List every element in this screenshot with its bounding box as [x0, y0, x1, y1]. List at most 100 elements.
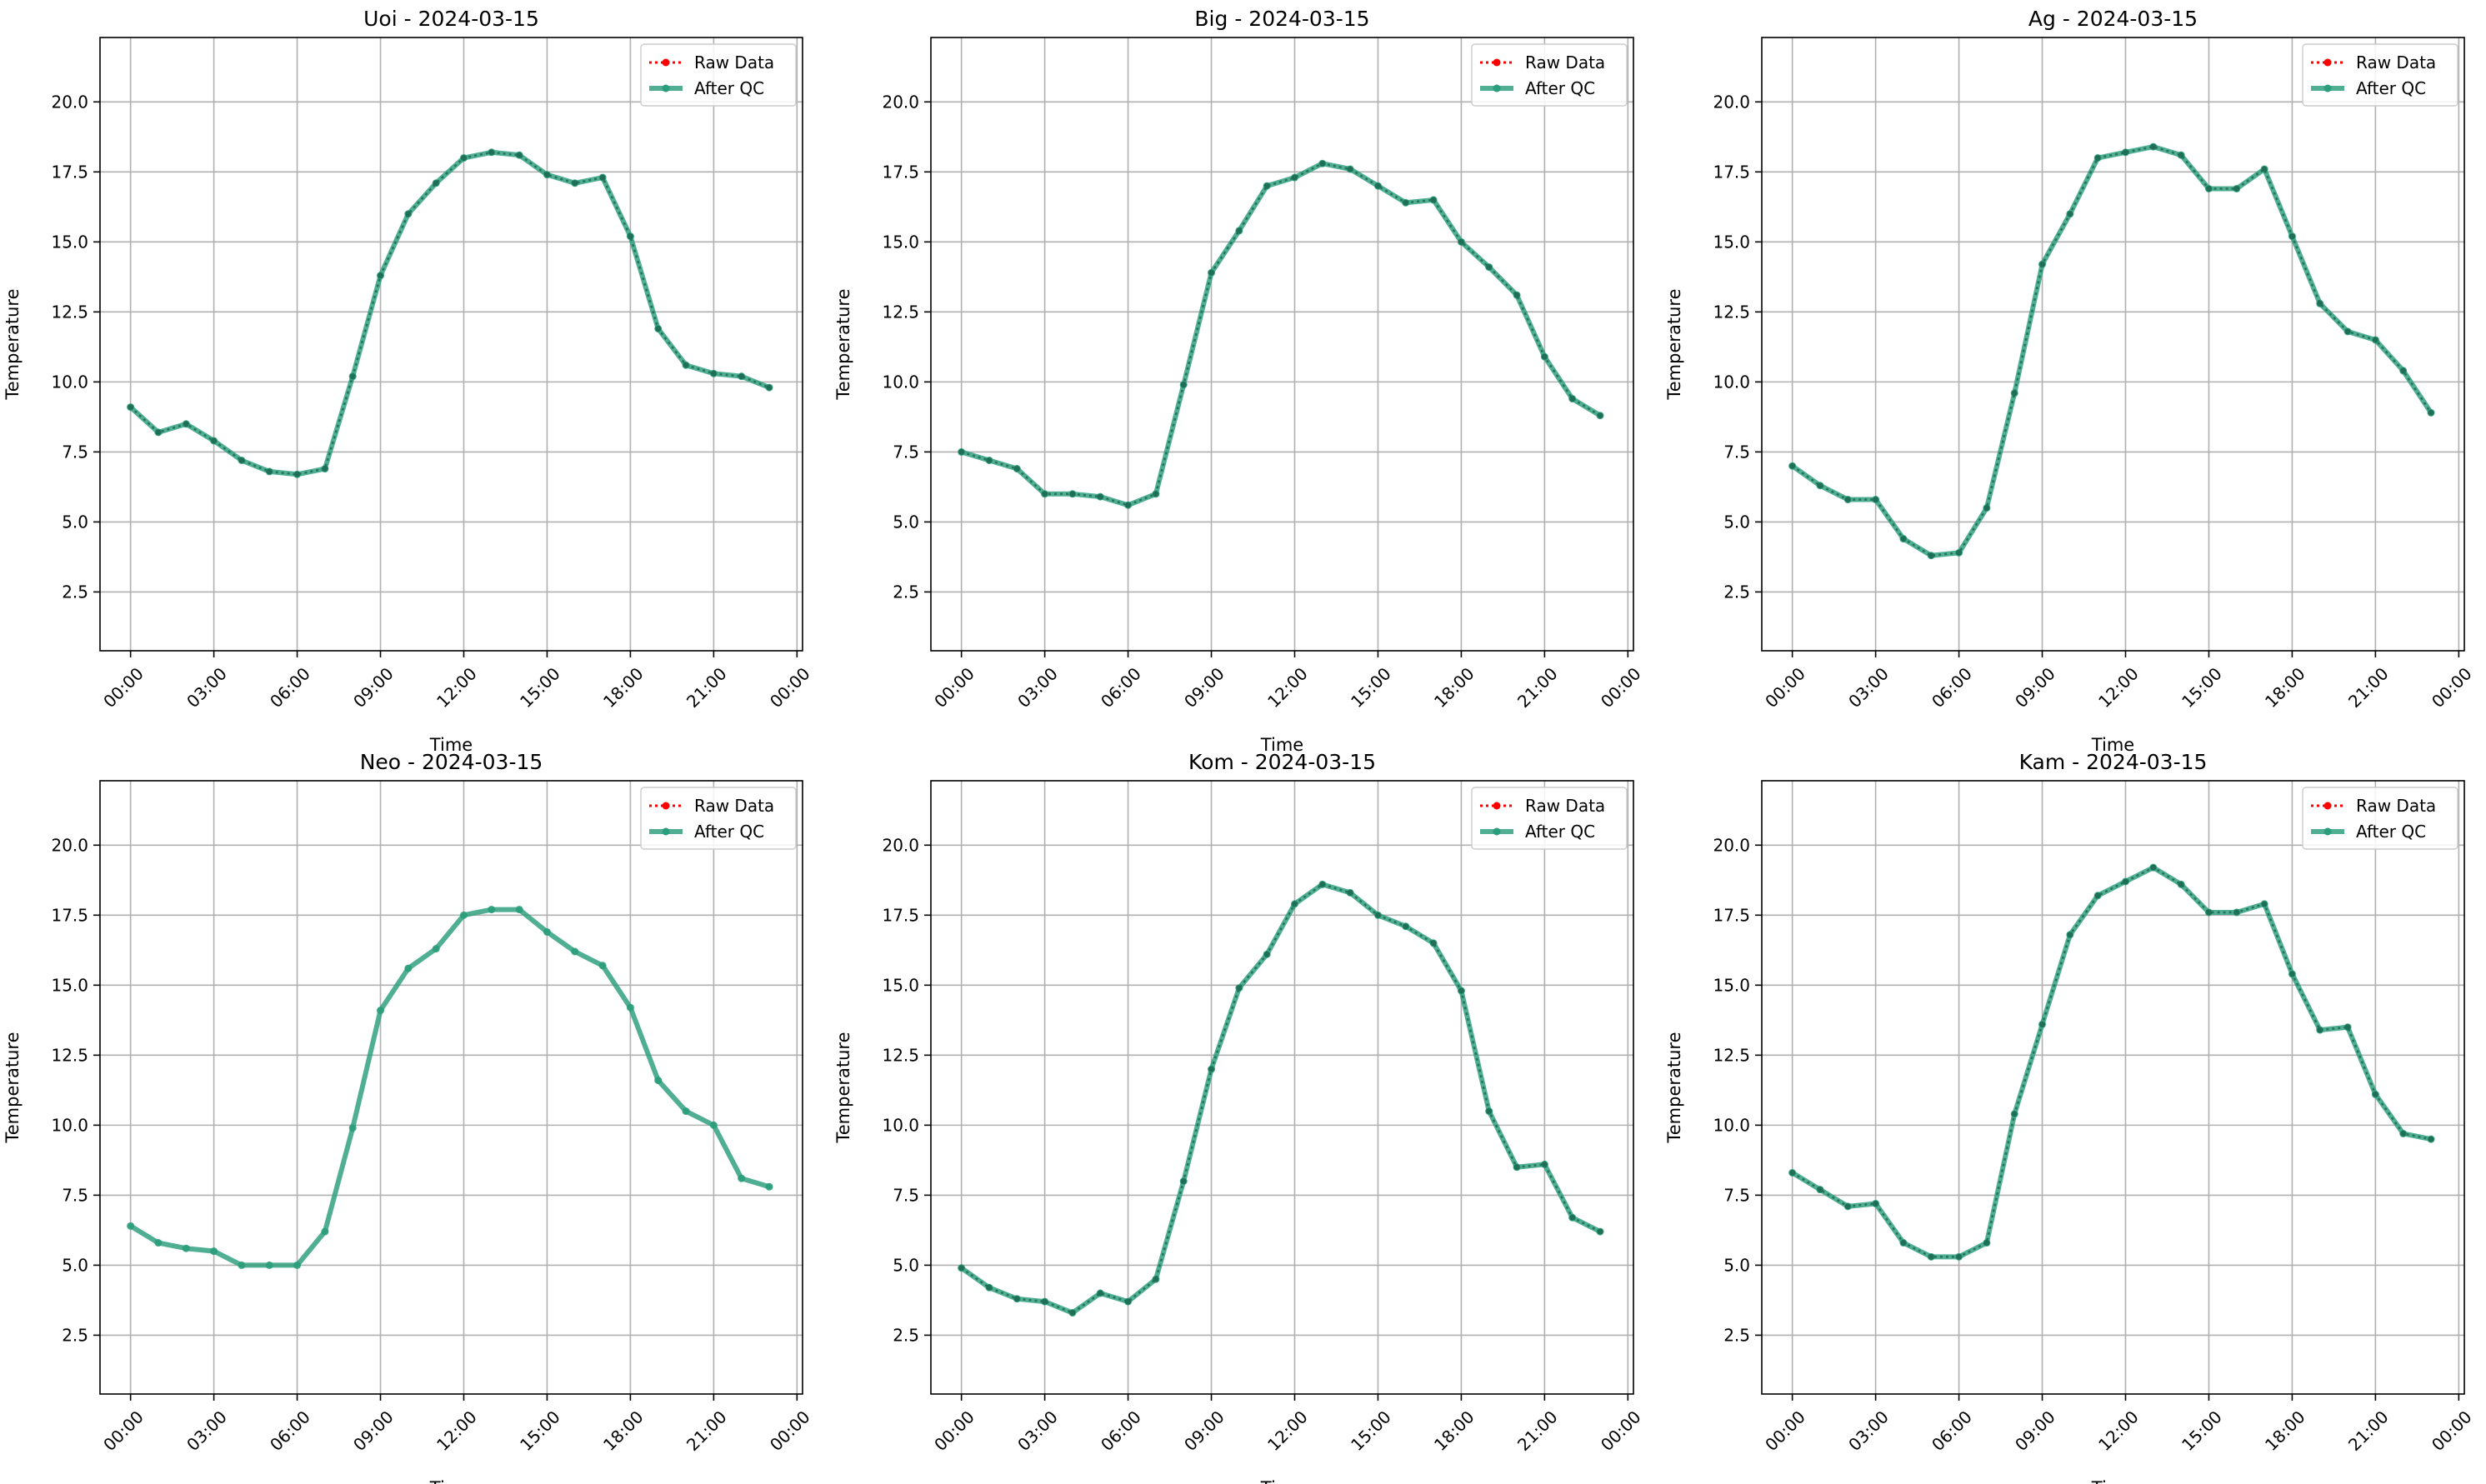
x-tick-label: 00:00: [766, 1407, 814, 1455]
x-tick-label: 06:00: [1928, 1407, 1976, 1455]
series-raw-data-point: [1597, 412, 1603, 419]
x-tick-label: 09:00: [349, 663, 398, 712]
series-raw-data-point: [516, 152, 523, 158]
x-tick-label: 00:00: [1761, 1407, 1809, 1455]
subplot-6: 00:00 03:00 06:00 09:00 12:00 15:00 18:00 21:00…: [1664, 750, 2476, 1484]
x-tick-label: 18:00: [2261, 663, 2309, 712]
series-raw-data-point: [1208, 269, 1215, 276]
series-raw-data-point: [655, 326, 662, 332]
x-tick-label: 15:00: [2178, 1407, 2226, 1455]
y-axis-label: Temperature: [833, 1032, 853, 1143]
legend-qc-marker: [662, 827, 670, 836]
y-tick-label: 12.5: [882, 302, 919, 322]
y-axis-label: Temperature: [1664, 288, 1684, 400]
y-tick-label: 5.0: [1723, 512, 1750, 532]
series-raw-data-point: [349, 373, 356, 380]
x-tick-label: 03:00: [1013, 663, 1062, 712]
subplot-5: 00:00 03:00 06:00 09:00 12:00 15:00 18:00 21:00…: [833, 750, 1645, 1484]
series-after-qc-point: [210, 1247, 218, 1256]
legend-qc-marker: [662, 84, 670, 92]
x-tick-label: 00:00: [1597, 663, 1645, 712]
series-after-qc-point: [765, 1182, 773, 1191]
y-tick-label: 10.0: [51, 1115, 88, 1135]
series-raw-data-point: [1236, 227, 1243, 234]
subplot-title: Big - 2024-03-15: [1194, 7, 1369, 31]
y-tick-label: 20.0: [1713, 835, 1750, 855]
series-raw-data-point: [322, 466, 328, 472]
series-raw-data-point: [1817, 482, 1823, 489]
series-raw-data-point: [2205, 909, 2212, 916]
y-tick-label: 7.5: [1723, 1185, 1750, 1205]
series-raw-data-point: [1956, 549, 1963, 556]
x-tick-label: 21:00: [2344, 1407, 2393, 1455]
y-axis-label: Temperature: [3, 1032, 23, 1143]
legend: Raw Data After QC: [2302, 787, 2458, 850]
y-tick-label: 12.5: [51, 302, 88, 322]
series-raw-data-point: [1928, 1253, 1934, 1260]
x-tick-label: 21:00: [1513, 663, 1562, 712]
series-raw-data-point: [2400, 367, 2407, 374]
x-tick-label: 03:00: [1844, 1407, 1893, 1455]
subplot-title: Ag - 2024-03-15: [2028, 7, 2198, 31]
y-tick-label: 12.5: [51, 1045, 88, 1065]
y-tick-label: 7.5: [62, 442, 88, 462]
legend-raw-marker: [1493, 802, 1501, 810]
axes-frame: [930, 37, 1634, 652]
x-tick-label: 00:00: [1597, 1407, 1645, 1455]
subplot-4: 00:00 03:00 06:00 09:00 12:00 15:00 18:00 21:00…: [3, 750, 814, 1484]
series-after-qc-point: [682, 1107, 690, 1116]
series-raw-data-point: [683, 362, 689, 368]
series-raw-data-point: [1789, 1170, 1796, 1177]
series-raw-data-point: [1153, 1276, 1159, 1282]
x-tick-label: 18:00: [599, 663, 648, 712]
series-raw-data-point: [433, 180, 439, 187]
x-tick-label: 06:00: [1097, 1407, 1145, 1455]
series-raw-data-point: [1817, 1187, 1823, 1193]
legend-qc-label: After QC: [1525, 78, 1595, 98]
series-raw-data-point: [1900, 1240, 1907, 1247]
y-tick-label: 15.0: [882, 975, 919, 995]
series-raw-data-point: [766, 384, 773, 391]
series-raw-data-point: [543, 172, 550, 178]
x-tick-label: 21:00: [1513, 1407, 1562, 1455]
x-tick-label: 03:00: [183, 1407, 231, 1455]
series-raw-data-point: [488, 149, 495, 156]
series-after-qc-point: [598, 962, 607, 970]
y-tick-label: 15.0: [51, 232, 88, 252]
series-raw-data-point: [2094, 892, 2101, 899]
x-tick-label: 06:00: [1097, 663, 1145, 712]
series-raw-data-point: [1928, 552, 1934, 559]
y-tick-label: 2.5: [1723, 582, 1750, 602]
legend-qc-marker: [1493, 84, 1501, 92]
series-raw-data-point: [1541, 1161, 1548, 1167]
legend-raw-label: Raw Data: [1525, 796, 1605, 816]
legend: Raw Data After QC: [2302, 43, 2458, 107]
series-raw-data-point: [1458, 238, 1464, 245]
series-raw-data-point: [2150, 143, 2157, 150]
series-raw-data-point: [1873, 497, 1879, 503]
x-axis-label: Time: [429, 1478, 473, 1484]
y-axis-label: Temperature: [1664, 1032, 1684, 1143]
x-tick-label: 15:00: [516, 663, 564, 712]
y-tick-label: 5.0: [893, 1255, 919, 1275]
series-raw-data-line: [1791, 866, 2432, 1258]
series-raw-data-point: [294, 471, 301, 477]
series-raw-data-point: [2428, 1136, 2434, 1142]
series-after-qc-line: [958, 882, 1603, 1316]
x-tick-label: 15:00: [1347, 1407, 1395, 1455]
y-tick-label: 10.0: [882, 1115, 919, 1135]
series-raw-data-point: [572, 180, 578, 187]
series-raw-data-point: [2233, 909, 2240, 916]
series-raw-data-point: [738, 373, 745, 380]
x-tick-label: 21:00: [683, 663, 731, 712]
legend-qc-label: After QC: [694, 822, 764, 842]
series-raw-data-point: [1208, 1066, 1215, 1072]
series-raw-data-point: [1291, 174, 1298, 181]
series-raw-data-point: [1347, 889, 1353, 896]
subplot-2: 00:00 03:00 06:00 09:00 12:00 15:00 18:00 21:00…: [833, 7, 1645, 755]
x-axis-label: Time: [2091, 1478, 2134, 1484]
series-after-qc-line: [128, 907, 773, 1268]
series-after-qc-point: [127, 1222, 135, 1230]
series-raw-data-point: [710, 370, 717, 377]
y-tick-label: 10.0: [1713, 372, 1750, 392]
